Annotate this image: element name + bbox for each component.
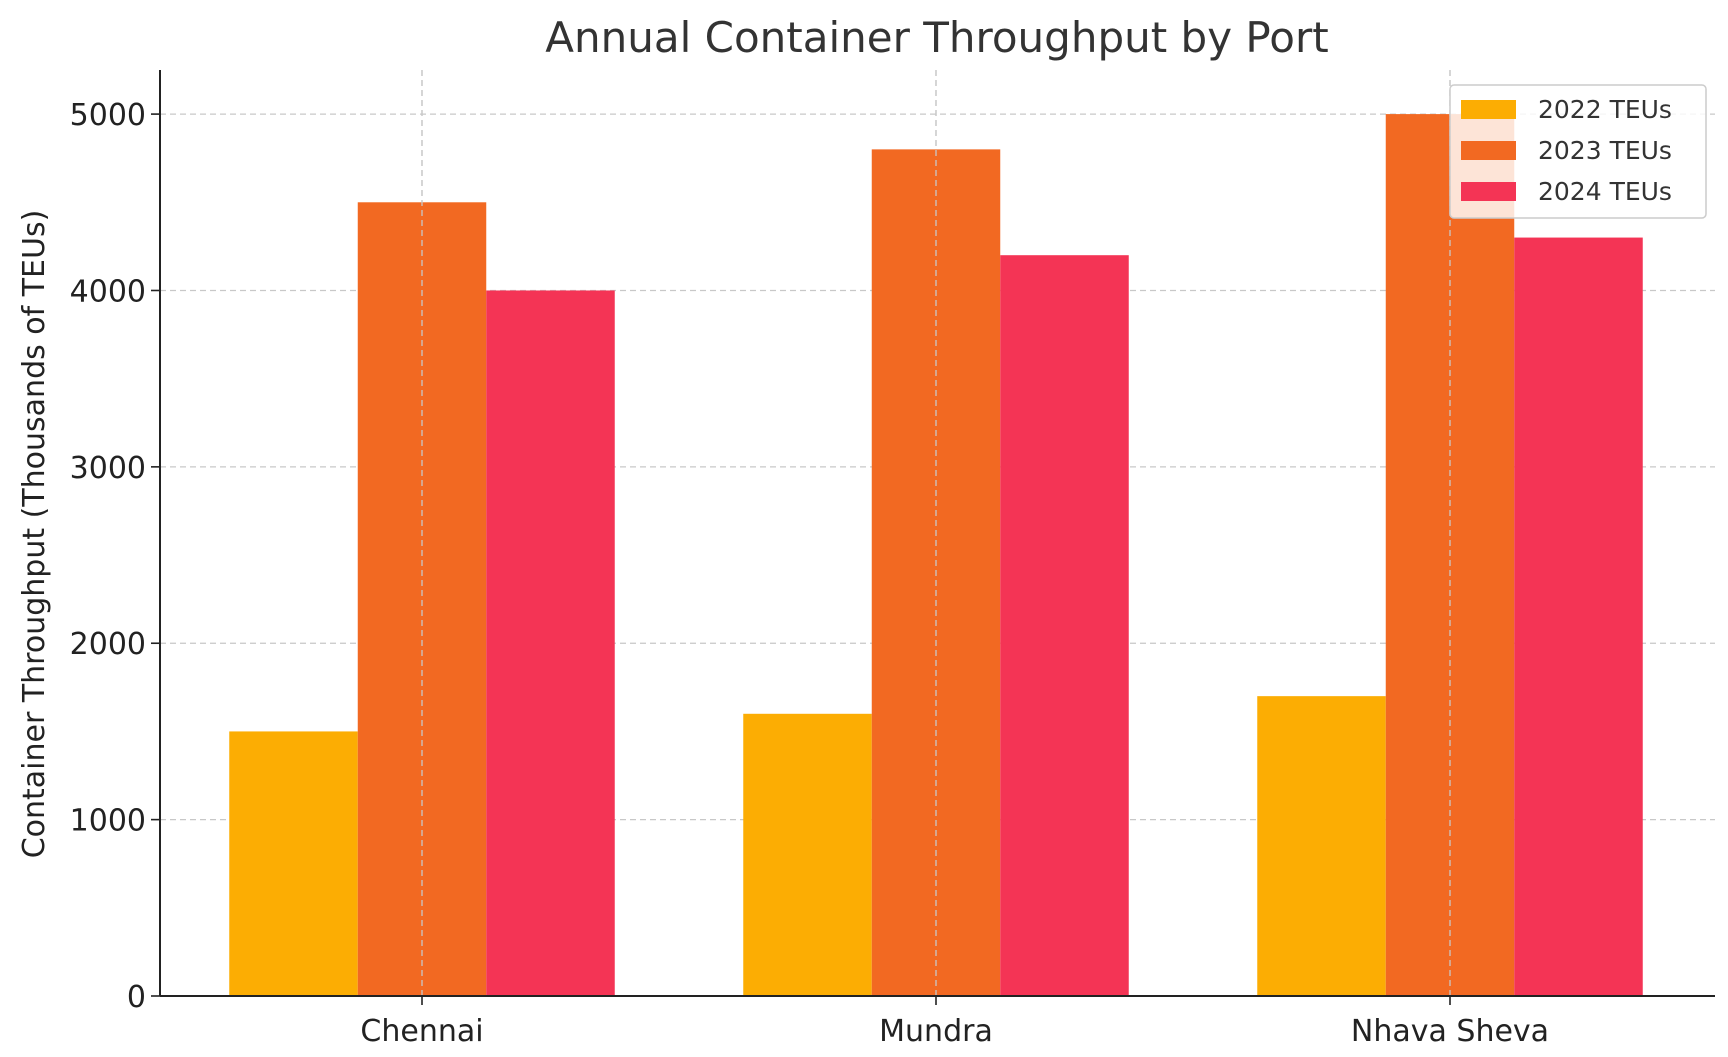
legend-label: 2023 TEUs: [1538, 136, 1672, 165]
x-tick-label: Nhava Sheva: [1351, 1014, 1549, 1049]
legend-swatch: [1461, 141, 1516, 160]
legend-swatch: [1461, 100, 1516, 119]
y-tick-label: 4000: [70, 274, 146, 309]
y-tick-label: 2000: [70, 627, 146, 662]
x-tick-label: Mundra: [879, 1014, 993, 1049]
tick-labels: 0 1000 2000 3000 4000 5000 Chennai Mundra Nhava …: [70, 98, 1549, 1049]
bar-nhava-sheva-2022[interactable]: [1257, 696, 1386, 996]
bar-nhava-sheva-2024[interactable]: [1514, 237, 1643, 997]
legend: 2022 TEUs 2023 TEUs 2024 TEUs: [1449, 84, 1707, 219]
y-tick-label: 0: [127, 980, 146, 1015]
y-tick-label: 5000: [70, 98, 146, 133]
y-axis-title: Container Throughput (Thousands of TEUs): [17, 210, 52, 859]
bar-chennai-2024[interactable]: [486, 290, 615, 996]
legend-swatch: [1461, 182, 1516, 201]
bar-mundra-2022[interactable]: [743, 713, 872, 996]
legend-label: 2024 TEUs: [1538, 177, 1672, 206]
x-tick-label: Chennai: [360, 1014, 483, 1049]
bar-chennai-2022[interactable]: [229, 731, 358, 996]
y-tick-label: 1000: [70, 804, 146, 839]
chart-title: Annual Container Throughput by Port: [545, 13, 1328, 62]
legend-label: 2022 TEUs: [1538, 95, 1672, 124]
bars: [229, 70, 1643, 997]
y-tick-label: 3000: [70, 451, 146, 486]
axes: [151, 70, 1715, 1005]
bar-mundra-2024[interactable]: [1000, 255, 1129, 996]
